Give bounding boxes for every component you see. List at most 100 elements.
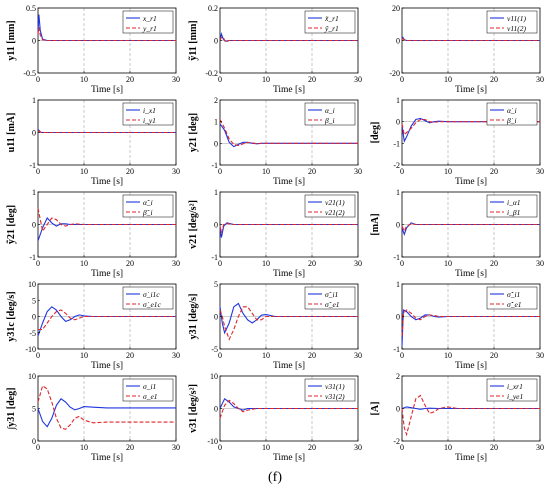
- y-tick-label: 20: [392, 4, 400, 13]
- y-axis-label: [mA]: [370, 213, 381, 235]
- legend: α_iβ_i: [304, 102, 356, 126]
- legend-label-2: v31(2): [325, 392, 345, 401]
- y-axis-label: y31 [deg/s]: [188, 294, 199, 340]
- legend-label-1: x_r1: [142, 14, 157, 23]
- x-tick-label: 10: [80, 443, 88, 452]
- legend: α̃_iβ̃_i: [122, 194, 174, 218]
- x-tick-label: 20: [490, 259, 498, 268]
- x-axis-label: Time [s]: [455, 269, 487, 279]
- x-tick-label: 30: [354, 351, 362, 360]
- x-tick-label: 20: [308, 259, 316, 268]
- y-tick-label: 0: [214, 221, 218, 230]
- y-tick-label: 0: [32, 313, 36, 322]
- legend-label-1: v21(1): [325, 198, 345, 207]
- y-tick-label: 1: [214, 188, 218, 197]
- x-tick-label: 30: [536, 351, 544, 360]
- legend: x̃_r1ỹ_r1: [304, 10, 356, 34]
- y-tick-label: -2: [393, 161, 400, 170]
- y-tick-label: -0.2: [205, 69, 218, 78]
- y-tick-label: 10: [28, 372, 36, 381]
- x-tick-label: 30: [172, 167, 180, 176]
- x-tick-label: 10: [444, 351, 452, 360]
- series-line-2: [401, 394, 540, 437]
- series-line-2: [37, 384, 176, 430]
- legend-label-1: v11(1): [507, 14, 527, 23]
- legend-label-1: i_α1: [507, 198, 521, 207]
- y-tick-label: 0: [214, 405, 218, 414]
- y-tick-label: 0: [214, 37, 218, 46]
- y-axis-label: v31 [deg/s²]: [188, 384, 199, 433]
- x-tick-label: 30: [172, 259, 180, 268]
- legend-label-2: i_β1: [507, 208, 520, 217]
- x-tick-label: 20: [490, 167, 498, 176]
- y-tick-label: -10: [25, 345, 36, 354]
- legend-label-2: σ̃̇_e1: [507, 300, 522, 309]
- x-tick-label: 10: [262, 167, 270, 176]
- legend-label-2: i_y1: [143, 116, 156, 125]
- x-tick-label: 0: [218, 75, 222, 84]
- legend-label-2: y_r1: [142, 24, 157, 33]
- x-tick-label: 30: [536, 167, 544, 176]
- y-tick-label: 1: [396, 280, 400, 289]
- series-line-2: [37, 27, 176, 42]
- y-tick-label: -1: [29, 253, 36, 262]
- y-tick-label: -5: [29, 329, 36, 338]
- legend: v11(1)v11(2): [486, 10, 538, 34]
- legend-label-1: σ̃̇_i1: [507, 290, 520, 299]
- y-tick-label: 0: [396, 221, 400, 230]
- series-line-1: [401, 406, 540, 410]
- y-tick-label: 0.2: [208, 4, 218, 13]
- legend-label-1: α̃_i: [143, 198, 153, 207]
- series-line-1: [219, 222, 358, 238]
- x-tick-label: 0: [36, 259, 40, 268]
- x-axis-label: Time [s]: [273, 361, 305, 371]
- legend: σ̃_i1σ̃_e1: [304, 286, 356, 310]
- y-tick-label: -2: [393, 437, 400, 446]
- x-tick-label: 10: [262, 259, 270, 268]
- legend: α̇_iβ̇_i: [486, 102, 538, 126]
- x-axis-label: Time [s]: [91, 361, 123, 371]
- x-tick-label: 20: [490, 443, 498, 452]
- x-axis-label: Time [s]: [273, 85, 305, 95]
- y-tick-label: 2: [396, 372, 400, 381]
- y-axis-label: [deg]: [370, 122, 381, 144]
- x-axis-label: Time [s]: [455, 85, 487, 95]
- x-tick-label: 20: [126, 259, 134, 268]
- x-axis-label: Time [s]: [455, 177, 487, 187]
- y-tick-label: -0.5: [23, 69, 36, 78]
- y-tick-label: 10: [28, 280, 36, 289]
- y-tick-label: 2: [214, 96, 218, 105]
- legend-label-1: v31(1): [325, 382, 345, 391]
- legend: i_α1i_β1: [486, 194, 538, 218]
- series-line-2: [219, 222, 358, 233]
- x-tick-label: 10: [444, 259, 452, 268]
- y-tick-label: 10: [210, 372, 218, 381]
- y-tick-label: 0: [32, 437, 36, 446]
- panel-6: 0 10 20 30 -2 -1 0 1 Time [s] [deg] α̇_iβ̇_i: [370, 96, 544, 187]
- series-line-1: [37, 306, 176, 337]
- y-tick-label: 0: [32, 221, 36, 230]
- legend: σ̃̇_i1σ̃̇_e1: [486, 286, 538, 310]
- legend-label-1: σ_i1: [143, 382, 156, 391]
- y-tick-label: 1: [396, 188, 400, 197]
- series-line-1: [219, 302, 358, 335]
- legend-label-1: α_i: [325, 106, 335, 115]
- x-tick-label: 0: [36, 75, 40, 84]
- legend-label-2: σ̇_e1c: [143, 300, 162, 309]
- y-tick-label: 1: [396, 96, 400, 105]
- x-axis-label: Time [s]: [455, 453, 487, 463]
- y-axis-label: ỹ21 [deg]: [6, 205, 17, 244]
- x-tick-label: 20: [308, 75, 316, 84]
- series-line-2: [401, 37, 540, 42]
- x-tick-label: 30: [172, 443, 180, 452]
- y-axis-label: ỹ11 [mm]: [188, 20, 199, 60]
